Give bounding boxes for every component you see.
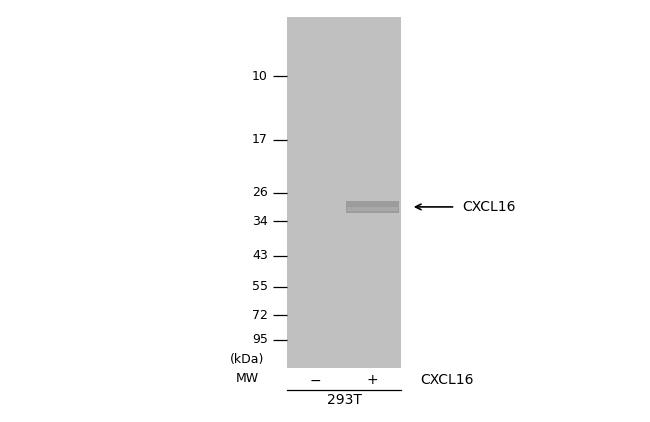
Text: 26: 26 — [252, 186, 268, 199]
Text: MW: MW — [236, 372, 259, 385]
Bar — [347, 207, 398, 211]
Text: 95: 95 — [252, 333, 268, 346]
Text: −: − — [309, 373, 321, 387]
Text: 55: 55 — [252, 280, 268, 293]
Text: (kDa): (kDa) — [230, 354, 265, 366]
Text: 10: 10 — [252, 70, 268, 83]
Bar — [287, 17, 401, 368]
Bar — [346, 201, 399, 213]
Text: 43: 43 — [252, 249, 268, 262]
Text: CXCL16: CXCL16 — [421, 373, 474, 387]
Text: CXCL16: CXCL16 — [462, 200, 515, 214]
Text: 34: 34 — [252, 215, 268, 228]
Text: 17: 17 — [252, 133, 268, 146]
Text: 72: 72 — [252, 308, 268, 322]
Text: +: + — [367, 373, 378, 387]
Text: 293T: 293T — [327, 392, 361, 406]
